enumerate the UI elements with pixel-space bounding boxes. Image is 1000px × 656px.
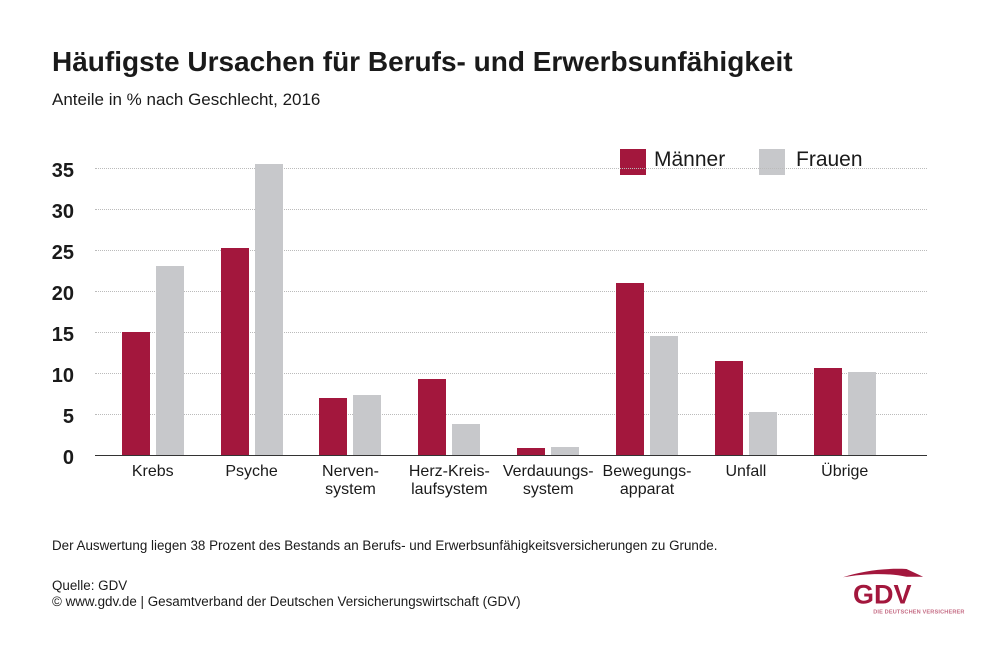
svg-text:GDV: GDV <box>853 580 912 610</box>
svg-text:DIE DEUTSCHEN VERSICHERER: DIE DEUTSCHEN VERSICHERER <box>873 609 964 615</box>
